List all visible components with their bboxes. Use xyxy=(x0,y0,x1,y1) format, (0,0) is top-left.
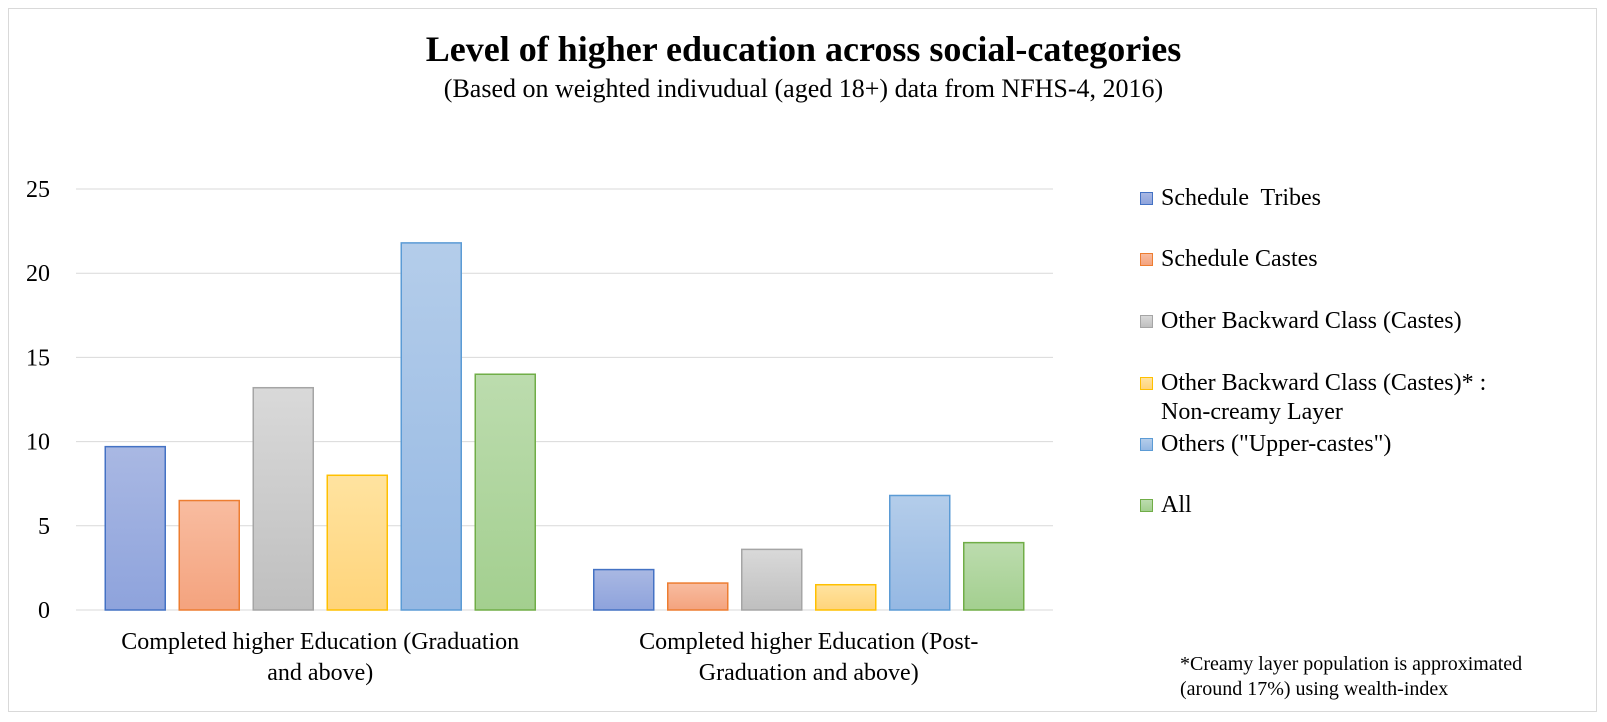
x-category-label: Completed higher Education (Graduation xyxy=(121,629,519,655)
bar xyxy=(474,373,536,611)
legend-label: Others ("Upper-castes") xyxy=(1161,431,1392,457)
legend-item: Schedule Tribes xyxy=(1140,184,1580,213)
legend-swatch xyxy=(1140,192,1153,205)
legend-swatch xyxy=(1140,253,1153,266)
legend-item: Schedule Castes xyxy=(1140,245,1580,274)
x-category-label: and above) xyxy=(267,660,373,686)
y-tick-label: 10 xyxy=(26,430,50,456)
x-category-label: Completed higher Education (Post- xyxy=(639,629,978,655)
bar xyxy=(104,445,166,611)
bar xyxy=(593,568,655,611)
bar xyxy=(667,582,729,611)
legend-label: All xyxy=(1161,492,1192,518)
chart-subtitle: (Based on weighted indivudual (aged 18+)… xyxy=(443,74,1164,103)
y-tick-label: 5 xyxy=(38,514,50,540)
bar xyxy=(400,242,462,611)
footnote-line-1: *Creamy layer population is approximated xyxy=(1180,653,1523,675)
bars xyxy=(104,242,1025,611)
y-tick-label: 20 xyxy=(26,261,50,287)
legend-swatch xyxy=(1140,315,1153,328)
bar xyxy=(326,474,388,611)
x-axis-category-labels: Completed higher Education (Graduation an… xyxy=(121,629,978,686)
bar xyxy=(889,494,951,611)
legend-swatch xyxy=(1140,499,1153,512)
legend-item: Other Backward Class (Castes) xyxy=(1140,307,1580,336)
legend-item: Others ("Upper-castes") xyxy=(1140,430,1580,459)
y-tick-label: 0 xyxy=(38,598,50,624)
legend-item: Other Backward Class (Castes)* : Non-cre… xyxy=(1140,369,1580,427)
footnote-line-2: (around 17%) using wealth-index xyxy=(1180,678,1449,700)
bar xyxy=(963,541,1025,611)
bar xyxy=(252,386,314,611)
y-tick-label: 25 xyxy=(26,177,50,203)
legend-swatch xyxy=(1140,377,1153,390)
legend-item: All xyxy=(1140,491,1580,520)
legend-label: Schedule Tribes xyxy=(1161,185,1322,211)
bar xyxy=(815,583,877,611)
legend-label: Other Backward Class (Castes) xyxy=(1161,308,1462,334)
chart-title: Level of higher education across social-… xyxy=(425,29,1182,69)
y-tick-label: 15 xyxy=(26,345,50,371)
legend-swatch xyxy=(1140,438,1153,451)
footnote: *Creamy layer population is approximated… xyxy=(1180,652,1600,702)
bar xyxy=(178,499,240,611)
legend-label: Other Backward Class (Castes)* : Non-cre… xyxy=(1161,370,1487,425)
legend-label: Schedule Castes xyxy=(1161,246,1318,272)
y-axis-ticks: 0 5 10 15 20 25 xyxy=(26,177,50,624)
x-category-label: Graduation and above) xyxy=(699,660,919,686)
bar xyxy=(741,548,803,611)
